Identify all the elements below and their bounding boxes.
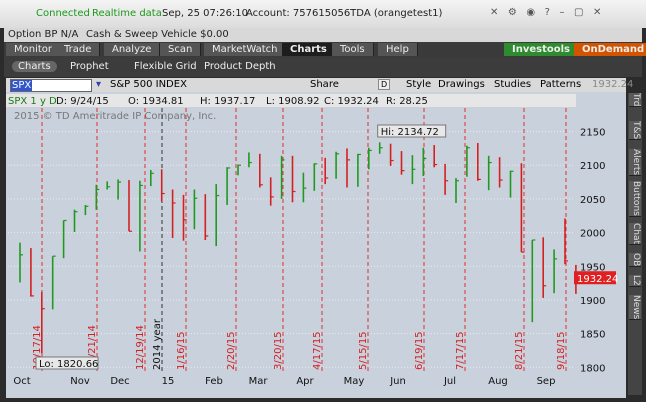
account: Account: 757615056TDA (orangetest1) [246, 8, 443, 19]
expiration-label: 2/20/15 [226, 331, 237, 370]
account-bar: Option BP N/A Cash & Sweep Vehicle $0.00 [4, 28, 642, 42]
x-tick-label: Feb [205, 376, 223, 387]
info-item: O: 1934.81 [128, 96, 184, 107]
feed: Realtime data [92, 8, 162, 19]
chart: 2015 © TD Ameritrade IP Company, Inc. SP… [6, 92, 626, 398]
copyright: 2015 © TD Ameritrade IP Company, Inc. [14, 111, 216, 122]
patterns[interactable]: Patterns [540, 79, 582, 90]
expiration-label: 5/15/15 [358, 331, 369, 370]
y-tick-label: 1800 [580, 363, 605, 374]
x-tick-label: Dec [110, 376, 129, 387]
info-item: H: 1937.17 [200, 96, 255, 107]
expiration-label: 1/16/15 [176, 331, 187, 370]
last-price-box [574, 271, 616, 285]
sidebar: Trd T&S Alerts Buttons Chat OB L2 News [628, 93, 642, 395]
chart-background [6, 92, 626, 398]
info-strip [6, 94, 576, 107]
info-item: C: 1932.24 [324, 96, 379, 107]
y-tick-label: 2050 [580, 195, 605, 206]
y-tick-label: 2000 [580, 229, 605, 240]
tab[interactable]: Trade [56, 43, 101, 56]
status: Connected [36, 8, 90, 19]
expiration-label: 8/21/15 [514, 331, 525, 370]
hi-label-box [377, 124, 447, 138]
x-tick-label: Jun [389, 376, 406, 387]
x-tick-label: Aug [488, 376, 508, 387]
symbol: SPX [11, 80, 33, 91]
expiration-label: 3/20/15 [273, 331, 284, 370]
hi-label: Hi: 2134.72 [381, 127, 439, 138]
info-item: D: 9/24/15 [56, 96, 109, 107]
info-item: L: 1908.92 [266, 96, 319, 107]
sidebar-tab[interactable]: OB [629, 253, 641, 268]
y-tick-label: 1950 [580, 262, 605, 273]
expiration-label: 7/17/15 [455, 331, 466, 370]
tab[interactable]: Analyze [104, 43, 161, 56]
x-tick-label: Oct [13, 376, 30, 387]
y-tick-label: 2100 [580, 161, 605, 172]
sidebar-tab[interactable]: Trd [629, 93, 641, 108]
expiration-label: 9/18/15 [556, 331, 567, 370]
description: S&P 500 INDEX [110, 79, 187, 90]
share[interactable]: Share [310, 79, 339, 90]
subtab[interactable]: Product Depth [204, 61, 276, 72]
x-tick-label: Mar [249, 376, 269, 387]
drawings[interactable]: Drawings [438, 79, 485, 90]
tab[interactable]: Charts [282, 43, 336, 56]
sidebar-tab[interactable]: Chat [629, 223, 641, 246]
price: 1932.24 [592, 79, 634, 90]
y-tick-label: 2150 [580, 128, 605, 139]
x-tick-label: 15 [162, 376, 175, 387]
y-tick-label: 1900 [580, 296, 605, 307]
period[interactable]: D [378, 79, 391, 90]
expiration-label: 11/21/14 [87, 325, 98, 370]
x-tick-label: Sep [537, 376, 556, 387]
title-bar: Connected Realtime data Sep, 25 07:26:10… [0, 0, 646, 28]
tab[interactable]: Scan [160, 43, 202, 56]
sidebar-tab[interactable]: L2 [629, 275, 641, 287]
link-icon[interactable]: ▾ [96, 79, 102, 90]
subtab[interactable]: Flexible Grid [134, 61, 197, 72]
expiration-label: 6/19/15 [414, 331, 425, 370]
lo-label-box [35, 356, 99, 370]
style[interactable]: Style [406, 79, 432, 90]
cash: Cash & Sweep Vehicle $0.00 [86, 29, 229, 40]
option-bp: Option BP N/A [8, 29, 79, 40]
sidebar-tab[interactable]: T&S [629, 121, 641, 141]
subtab-bar: Charts Prophet Flexible Grid Product Depth [4, 57, 642, 77]
datetime: Sep, 25 07:26:10 [162, 8, 249, 19]
x-tick-label: Nov [70, 376, 90, 387]
expiration-label: 12/19/14 [135, 325, 146, 370]
sidebar-tab[interactable]: Alerts [629, 149, 641, 177]
lo-label: Lo: 1820.66 [39, 359, 98, 370]
symbol-box[interactable]: SPX [10, 79, 92, 92]
studies[interactable]: Studies [494, 79, 532, 90]
year-label: 2014 year [152, 318, 163, 370]
subtab[interactable]: Charts [12, 61, 57, 72]
info-item: R: 28.25 [386, 96, 428, 107]
tab[interactable]: Tools [332, 43, 374, 56]
last-price-label: 1932.24 [577, 274, 618, 285]
info-item: SPX 1 y D [8, 96, 57, 107]
ondemand-button[interactable]: OnDemand [574, 43, 646, 56]
chart-toolbar: SPX ▾ S&P 500 INDEX Share D Style Drawin… [6, 78, 633, 93]
x-tick-label: Jul [443, 376, 456, 387]
expiration-label: 4/17/15 [312, 331, 323, 370]
x-tick-label: May [344, 376, 365, 387]
tab[interactable]: Help [378, 43, 418, 56]
x-tick-label: Apr [296, 376, 314, 387]
investools-button[interactable]: Investools [504, 43, 579, 56]
y-tick-label: 1850 [580, 330, 605, 341]
sidebar-tab[interactable]: News [629, 295, 641, 321]
sidebar-tab[interactable]: Buttons [629, 181, 641, 217]
tab-bar: Monitor Trade Analyze Scan MarketWatch Charts… [4, 42, 646, 57]
tab[interactable]: Monitor [6, 43, 62, 56]
window-controls[interactable]: ✕ ⚙ ◉ ? – ▢ ✕ [490, 7, 602, 18]
expiration-label: 10/17/14 [32, 325, 43, 370]
subtab[interactable]: Prophet [70, 61, 109, 72]
tab[interactable]: MarketWatch [204, 43, 287, 56]
